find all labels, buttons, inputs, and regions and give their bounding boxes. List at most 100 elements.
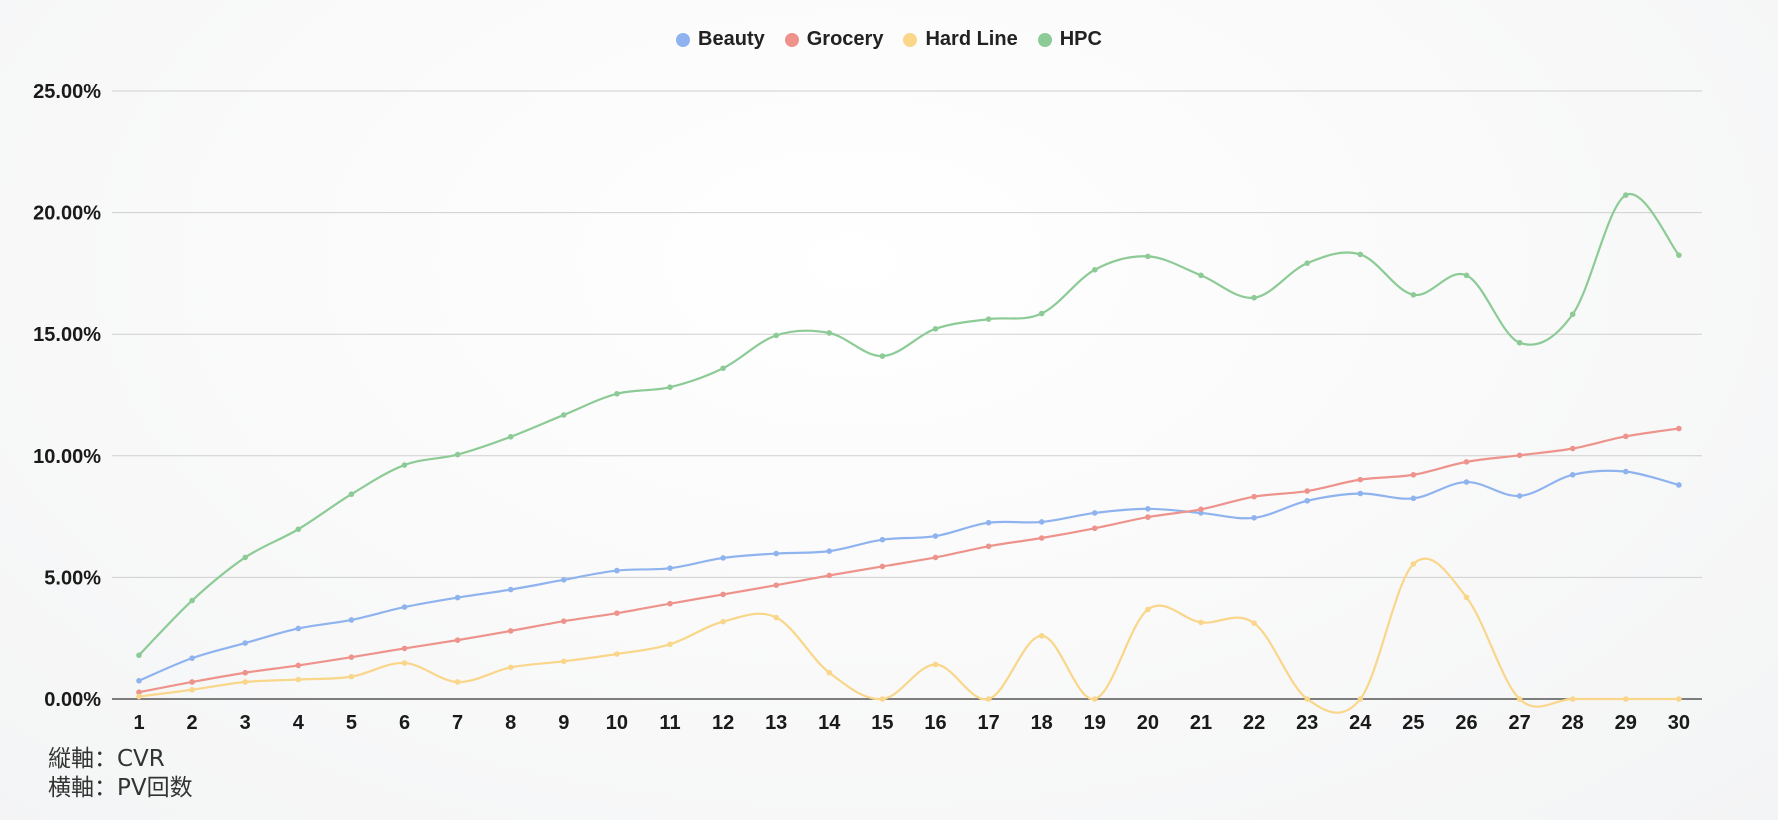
series-line-grocery [138,427,1680,694]
x-tick-label: 21 [1190,712,1212,734]
y-tick-label: 0.00% [44,689,101,711]
data-point-beauty [879,536,886,543]
data-point-grocery [985,543,992,550]
x-tick-label: 18 [1031,712,1053,734]
x-tick-label: 1 [133,712,144,734]
series-hard-line [136,557,1682,714]
data-point-beauty [1145,506,1151,512]
data-point-beauty [1569,471,1576,478]
data-point-hard-line [454,679,461,685]
data-point-grocery [1516,452,1523,459]
data-point-hard-line [1145,606,1151,613]
legend-marker-icon [784,32,799,47]
x-tick-label: 7 [452,712,463,734]
data-point-hpc [1092,266,1098,273]
y-tick-label: 25.00% [33,81,101,103]
data-point-hard-line [932,661,939,668]
data-point-beauty [1676,482,1682,488]
data-point-beauty [826,548,833,554]
data-point-beauty [189,655,195,661]
data-point-hpc [242,554,248,561]
y-axis-ticks: 0.00% 5.00% 10.00% 15.00% 20.00% 25.00% [33,81,101,711]
legend-label: Beauty [698,28,765,50]
data-point-beauty [1038,519,1045,525]
data-point-hard-line [1304,696,1310,702]
grid-lines [112,90,1702,700]
data-point-grocery [401,645,408,652]
data-point-hard-line [773,614,779,621]
x-tick-label: 14 [818,712,841,734]
data-point-beauty [1251,515,1257,521]
data-point-grocery [1676,425,1682,432]
series-line-hard-line [138,557,1679,714]
data-point-beauty [1092,510,1098,516]
data-point-grocery [1410,471,1417,478]
data-point-beauty [667,565,673,571]
data-point-hpc [773,332,779,339]
data-point-grocery [295,662,302,669]
data-point-hpc [879,353,886,359]
legend-marker-icon [676,32,691,47]
data-point-hpc [1569,311,1576,318]
data-point-beauty [507,586,514,593]
legend-label: Hard Line [925,28,1018,50]
data-point-hard-line [1251,620,1257,626]
data-point-hpc [1463,272,1470,279]
data-point-grocery [1145,514,1151,520]
data-point-hard-line [1092,696,1098,702]
data-point-beauty [1516,493,1523,499]
data-point-hard-line [1410,561,1417,567]
x-tick-label: 17 [977,712,999,734]
data-point-hard-line [1623,696,1629,702]
series-hpc [136,192,1682,659]
x-tick-label: 9 [558,712,569,734]
series-beauty [136,468,1682,684]
data-point-hard-line [1198,619,1204,626]
data-point-beauty [932,533,939,539]
data-point-grocery [1357,476,1364,483]
data-point-hpc [561,412,567,418]
x-tick-label: 3 [240,712,251,734]
x-tick-label: 24 [1349,712,1372,734]
data-point-grocery [189,679,195,685]
horizontal-axis-note: 横軸：PV回数 [48,775,193,801]
legend-item-grocery: Grocery [784,28,883,51]
data-point-grocery [1569,445,1576,452]
data-point-hard-line [826,669,833,676]
data-point-hpc [1038,310,1045,317]
data-point-hpc [348,491,355,498]
data-point-hard-line [1676,696,1682,702]
x-tick-label: 10 [606,712,628,734]
data-point-grocery [507,628,514,634]
data-point-hard-line [1516,696,1523,702]
data-point-grocery [1304,488,1310,494]
data-point-hard-line [242,679,248,685]
y-tick-label: 15.00% [33,324,101,346]
x-tick-label: 11 [659,712,680,734]
x-tick-label: 15 [871,712,893,734]
data-point-hard-line [1463,594,1470,601]
axis-notes: 縦軸：CVR 横軸：PV回数 [48,745,193,803]
data-point-beauty [401,604,408,610]
data-point-hard-line [1038,632,1045,639]
data-point-hpc [614,390,620,397]
data-point-grocery [826,572,833,579]
data-point-grocery [1038,535,1045,541]
x-tick-label: 4 [293,712,305,734]
data-point-grocery [720,591,726,598]
data-point-hpc [295,526,302,533]
data-point-hard-line [1357,696,1364,702]
data-point-grocery [242,669,248,676]
data-point-beauty [348,617,355,623]
y-tick-label: 10.00% [33,446,101,468]
data-point-beauty [1623,468,1629,475]
data-point-grocery [1092,525,1098,532]
data-point-beauty [1357,490,1364,497]
x-tick-label: 23 [1296,712,1318,734]
data-point-hpc [932,326,939,332]
legend-item-beauty: Beauty [676,28,765,51]
legend: Beauty Grocery Hard Line HPC [0,28,1778,51]
data-point-grocery [879,563,886,570]
